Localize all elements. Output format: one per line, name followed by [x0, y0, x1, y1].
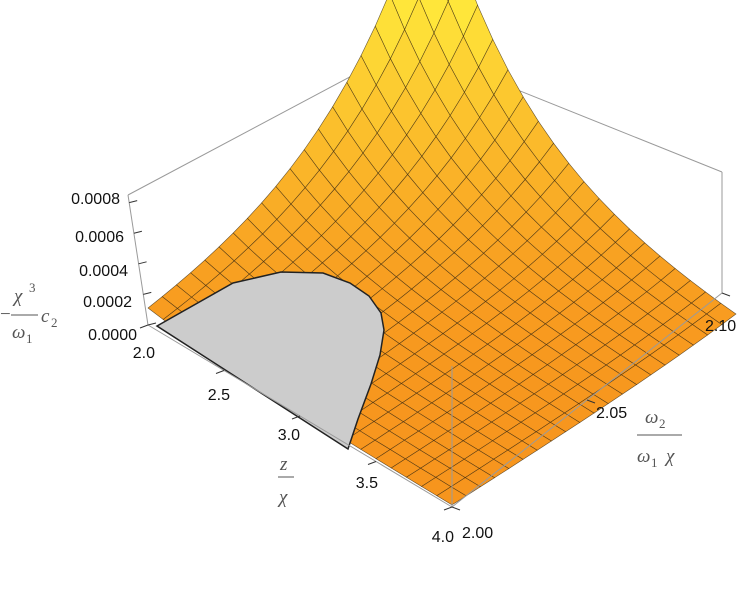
x-label-z: z [279, 454, 288, 475]
z-axis-tick [143, 291, 152, 295]
z-tick-label-0000: 0.0000 [88, 327, 137, 344]
z-tick-label-0004: 0.0004 [79, 263, 128, 280]
y-label-omega2-sub: 2 [659, 416, 666, 431]
x-tick-label-2-0: 2.0 [133, 345, 155, 362]
y-tick-label-2-10: 2.10 [705, 318, 736, 335]
y-label-omega2: ω [645, 407, 658, 428]
x-axis-tick [367, 461, 377, 465]
z-label-c: c [41, 306, 50, 327]
y-axis-label: ω 2 ω 1 χ [637, 407, 682, 470]
x-axis-tick [215, 370, 225, 374]
y-tick-labels: 2.00 2.05 2.10 [462, 318, 736, 542]
y-label-omega1: ω [637, 446, 650, 467]
z-label-chi: χ [12, 286, 23, 307]
z-tick-labels: 0.0008 0.0006 0.0004 0.0002 0.0000 [71, 191, 137, 344]
z-axis-tick [133, 230, 143, 234]
z-label-omega-sub: 1 [26, 331, 33, 346]
x-label-chi: χ [277, 487, 288, 508]
y-tick-label-2-05: 2.05 [596, 405, 627, 422]
y-axis-tick [586, 399, 596, 404]
surface-mesh [147, 0, 737, 506]
z-tick-label-0006: 0.0006 [75, 229, 124, 246]
x-tick-label-2-5: 2.5 [208, 387, 230, 404]
x-tick-label-3-0: 3.0 [278, 427, 300, 444]
z-label-c-sub: 2 [51, 315, 58, 330]
x-axis-label: z χ [277, 454, 294, 508]
z-axis-label: − χ 3 ω 1 c 2 [0, 280, 58, 346]
z-label-omega: ω [12, 322, 25, 343]
x-tick-label-3-5: 3.5 [356, 475, 378, 492]
z-axis-tick [147, 322, 157, 326]
z-label-minus: − [0, 304, 11, 325]
excluded-region [155, 271, 385, 451]
y-tick-label-2-00: 2.00 [462, 525, 493, 542]
box-vertical-left [127, 194, 149, 326]
z-axis-tick [129, 200, 138, 204]
y-axis-tick [721, 292, 731, 297]
x-tick-labels: 2.0 2.5 3.0 3.5 4.0 [133, 345, 454, 546]
x-tick-label-4-0: 4.0 [432, 529, 454, 546]
y-axis-tick [451, 506, 461, 511]
y-label-chi: χ [664, 446, 675, 467]
z-axis-tick [138, 261, 147, 265]
y-label-omega1-sub: 1 [651, 455, 658, 470]
axis-ticks [129, 200, 731, 511]
x-axis-tick [291, 415, 301, 420]
z-tick-label-0002: 0.0002 [83, 294, 132, 311]
z-label-chi-sup: 3 [29, 280, 36, 295]
x-axis-tick [139, 324, 149, 329]
z-tick-label-0008: 0.0008 [71, 191, 120, 208]
x-axis-tick [443, 506, 453, 511]
